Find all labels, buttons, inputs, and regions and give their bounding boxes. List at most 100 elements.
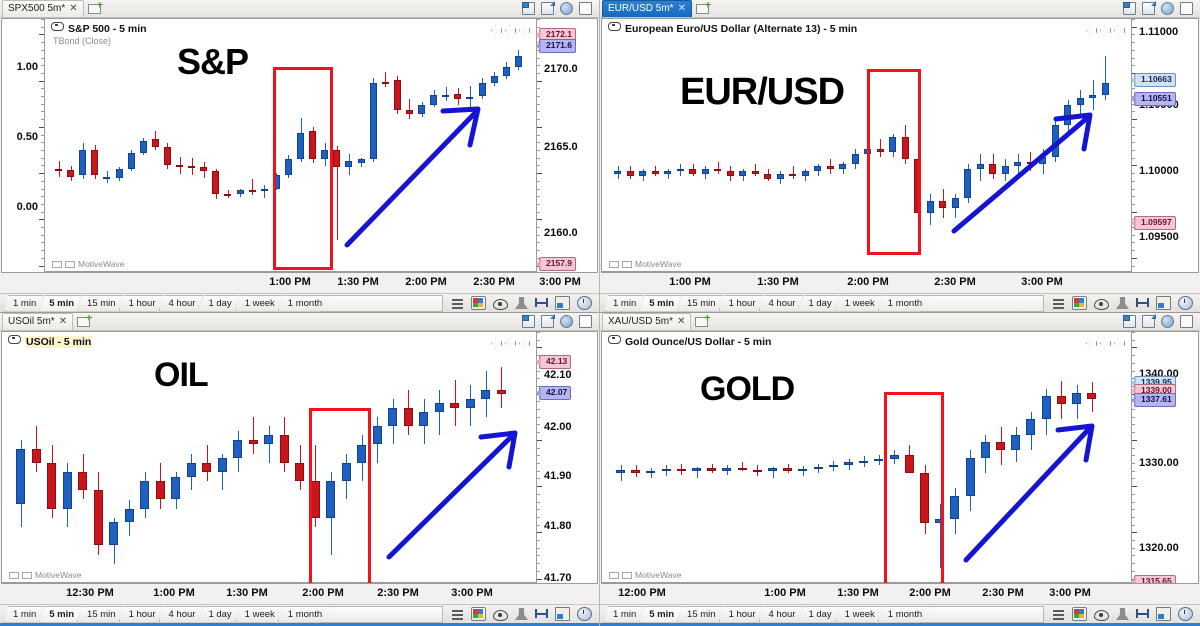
maximize-icon[interactable] [1180, 2, 1193, 15]
cursor-icon[interactable] [515, 608, 528, 620]
timeframe-tab-5-min[interactable]: 5 min [39, 606, 82, 623]
menu-icon[interactable] [451, 608, 464, 620]
snapshot-icon[interactable] [1156, 607, 1171, 621]
maximize-icon[interactable] [1180, 315, 1193, 328]
detach-icon[interactable] [1123, 2, 1136, 15]
timeframe-tab-1-min[interactable]: 1 min [3, 606, 44, 623]
maximize-icon[interactable] [579, 315, 592, 328]
refresh-icon[interactable] [560, 315, 573, 328]
timeframe-tab-1-hour[interactable]: 1 hour [719, 295, 764, 312]
plot-spx500[interactable]: S&P 500 - 5 min TBond (Close) S&P [45, 19, 536, 272]
palette-icon[interactable] [471, 607, 486, 621]
document-tab-eurusd[interactable]: EUR/USD 5m* ✕ [602, 0, 692, 17]
nav-arrow-left-icon[interactable] [491, 338, 502, 349]
detach-icon[interactable] [1123, 315, 1136, 328]
timeframe-tab-1-day[interactable]: 1 day [198, 295, 239, 312]
palette-icon[interactable] [1072, 296, 1087, 310]
timeframe-tab-5-min[interactable]: 5 min [639, 295, 682, 312]
eye-icon[interactable] [493, 298, 508, 310]
right-price-axis-spx500[interactable]: 2170.0 2165.0 2160.0 2172.1 2171.6 2157.… [536, 19, 597, 272]
timeframe-tab-1-week[interactable]: 1 week [835, 606, 883, 623]
timeframe-tab-1-month[interactable]: 1 month [278, 606, 330, 623]
menu-icon[interactable] [1052, 608, 1065, 620]
plot-gold[interactable]: Gold Ounce/US Dollar - 5 min GOLD Motive… [602, 332, 1131, 583]
timeframe-tab-1-min[interactable]: 1 min [603, 606, 644, 623]
timeframe-tab-1-min[interactable]: 1 min [603, 295, 644, 312]
eye-icon[interactable] [1094, 609, 1109, 621]
close-icon[interactable]: ✕ [69, 3, 78, 14]
time-axis-usoil[interactable]: 12:30 PM 1:00 PM 1:30 PM 2:00 PM 2:30 PM… [0, 584, 599, 604]
palette-icon[interactable] [1072, 607, 1087, 621]
new-tab-icon[interactable] [694, 315, 710, 329]
timeframe-tab-1-hour[interactable]: 1 hour [119, 606, 164, 623]
refresh-icon[interactable] [1161, 2, 1174, 15]
plot-eurusd[interactable]: European Euro/US Dollar (Alternate 13) -… [602, 19, 1131, 272]
clock-icon[interactable] [577, 607, 592, 621]
document-tab-gold[interactable]: XAU/USD 5m* ✕ [602, 313, 692, 330]
timeframe-tab-4-hour[interactable]: 4 hour [159, 606, 204, 623]
nav-arrow-right-icon[interactable] [1114, 25, 1125, 36]
timeframe-tab-1-day[interactable]: 1 day [198, 606, 239, 623]
maximize-restore-icon[interactable] [1142, 1, 1156, 15]
detach-icon[interactable] [522, 2, 535, 15]
new-tab-icon[interactable] [695, 2, 711, 16]
timeframe-tab-1-min[interactable]: 1 min [3, 295, 44, 312]
horizontal-scale-icon[interactable] [535, 608, 548, 620]
timeframe-tab-15-min[interactable]: 15 min [677, 606, 724, 623]
timeframe-tab-4-hour[interactable]: 4 hour [159, 295, 204, 312]
scroll-nav-arrows[interactable] [491, 338, 530, 349]
chart-area-eurusd[interactable]: European Euro/US Dollar (Alternate 13) -… [601, 18, 1199, 273]
timeframe-tab-15-min[interactable]: 15 min [677, 295, 724, 312]
menu-icon[interactable] [451, 297, 464, 309]
right-price-axis-eurusd[interactable]: 1.11000 1.10500 1.10000 1.09500 1.10663 … [1131, 19, 1198, 272]
nav-arrow-left-icon[interactable] [491, 25, 502, 36]
time-axis-gold[interactable]: 12:00 PM 1:00 PM 1:30 PM 2:00 PM 2:30 PM… [600, 584, 1200, 604]
nav-arrow-mid-icon[interactable] [1100, 25, 1111, 36]
menu-icon[interactable] [1052, 297, 1065, 309]
new-tab-icon[interactable] [87, 2, 103, 16]
timeframe-tab-1-week[interactable]: 1 week [235, 295, 283, 312]
timeframe-tab-1-month[interactable]: 1 month [878, 295, 930, 312]
timeframe-tab-1-day[interactable]: 1 day [798, 295, 839, 312]
chart-area-spx500[interactable]: 1.00 0.50 0.00 S&P 500 - 5 min TBond (Cl… [1, 18, 598, 273]
maximize-restore-icon[interactable] [1142, 314, 1156, 328]
refresh-icon[interactable] [1161, 315, 1174, 328]
maximize-restore-icon[interactable] [541, 314, 555, 328]
nav-arrow-left-icon[interactable] [1086, 338, 1097, 349]
chart-area-usoil[interactable]: USOil - 5 min OIL MotiveWave [1, 331, 598, 584]
scroll-nav-arrows[interactable] [1086, 25, 1125, 36]
snapshot-icon[interactable] [555, 296, 570, 310]
timeframe-tab-4-hour[interactable]: 4 hour [759, 295, 804, 312]
detach-icon[interactable] [522, 315, 535, 328]
clock-icon[interactable] [1178, 607, 1193, 621]
timeframe-tab-1-week[interactable]: 1 week [235, 606, 283, 623]
cursor-icon[interactable] [1116, 608, 1129, 620]
new-tab-icon[interactable] [76, 315, 92, 329]
palette-icon[interactable] [471, 296, 486, 310]
right-price-axis-gold[interactable]: 1340.00 1330.00 1320.00 1339.95 1339.00 … [1131, 332, 1198, 583]
nav-arrow-right-icon[interactable] [519, 338, 530, 349]
chart-area-gold[interactable]: Gold Ounce/US Dollar - 5 min GOLD Motive… [601, 331, 1199, 584]
close-icon[interactable]: ✕ [677, 3, 686, 14]
horizontal-scale-icon[interactable] [535, 297, 548, 309]
scroll-nav-arrows[interactable] [491, 25, 530, 36]
cursor-icon[interactable] [515, 297, 528, 309]
nav-arrow-mid-icon[interactable] [505, 338, 516, 349]
nav-arrow-mid-icon[interactable] [505, 25, 516, 36]
cursor-icon[interactable] [1116, 297, 1129, 309]
nav-arrow-right-icon[interactable] [1114, 338, 1125, 349]
close-icon[interactable]: ✕ [677, 316, 686, 327]
plot-usoil[interactable]: USOil - 5 min OIL MotiveWave [2, 332, 536, 583]
left-price-axis-spx500[interactable]: 1.00 0.50 0.00 [2, 19, 45, 272]
maximize-restore-icon[interactable] [541, 1, 555, 15]
horizontal-scale-icon[interactable] [1136, 608, 1149, 620]
right-price-axis-usoil[interactable]: 42.10 42.00 41.90 41.80 41.70 42.13 42.0… [536, 332, 597, 583]
scroll-nav-arrows[interactable] [1086, 338, 1125, 349]
timeframe-tab-1-month[interactable]: 1 month [278, 295, 330, 312]
document-tab-usoil[interactable]: USOil 5m* ✕ [2, 313, 74, 330]
close-icon[interactable]: ✕ [58, 316, 68, 327]
timeframe-tab-1-day[interactable]: 1 day [798, 606, 839, 623]
timeframe-tab-15-min[interactable]: 15 min [77, 606, 124, 623]
snapshot-icon[interactable] [1156, 296, 1171, 310]
timeframe-tab-4-hour[interactable]: 4 hour [759, 606, 804, 623]
